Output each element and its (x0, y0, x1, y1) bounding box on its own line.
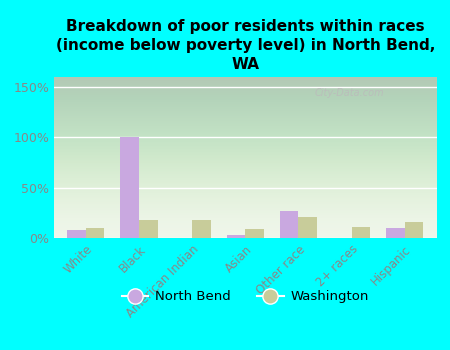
Bar (121, 137, 139, 238)
Bar (280, 211, 298, 238)
Bar (68, 230, 86, 238)
Bar (298, 217, 317, 238)
Bar (405, 222, 423, 238)
Bar (192, 220, 211, 238)
Text: City-Data.com: City-Data.com (314, 88, 384, 98)
Bar (245, 229, 264, 238)
Bar (386, 228, 405, 238)
Bar (86, 228, 104, 238)
Bar (139, 220, 158, 238)
Legend: North Bend, Washington: North Bend, Washington (117, 285, 374, 309)
Bar (227, 235, 245, 238)
Title: Breakdown of poor residents within races
(income below poverty level) in North B: Breakdown of poor residents within races… (55, 20, 435, 72)
Bar (351, 227, 370, 238)
